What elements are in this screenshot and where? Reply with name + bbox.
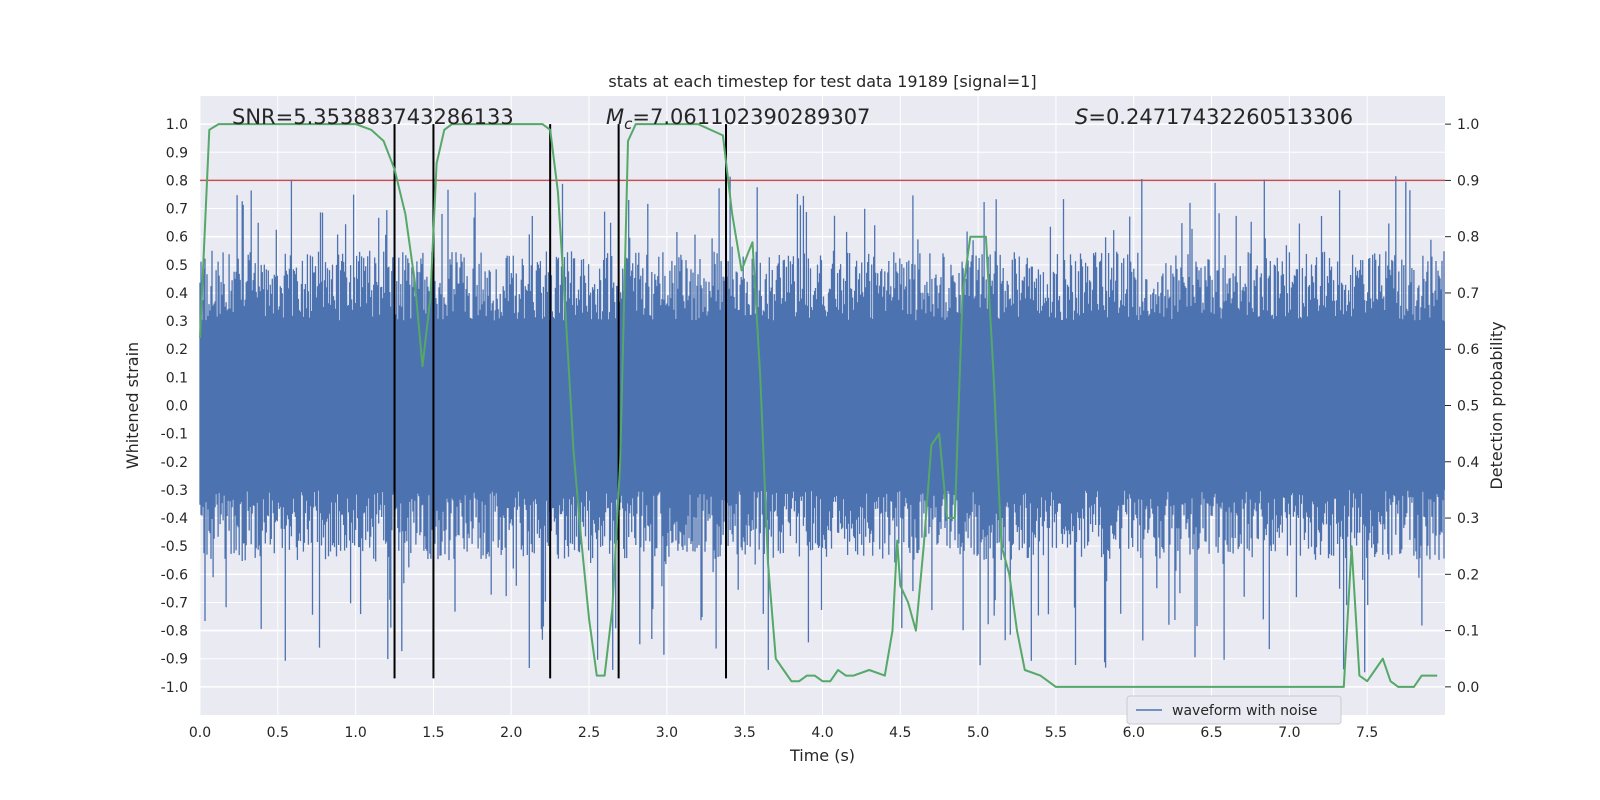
chart-title: stats at each timestep for test data 191…: [608, 72, 1036, 91]
s-symbol: S: [1075, 105, 1088, 129]
x-axis-label: Time (s): [789, 746, 855, 765]
x-tick-label: 1.5: [422, 725, 444, 741]
left-y-tick-label: -0.5: [161, 539, 188, 555]
right-y-tick-label: 0.2: [1457, 567, 1479, 583]
left-y-tick-label: 0.0: [166, 399, 188, 415]
x-tick-label: 3.5: [734, 725, 756, 741]
right-y-tick-label: 1.0: [1457, 117, 1479, 133]
waveform-series: [199, 176, 1445, 673]
snr-annotation: SNR=5.353883743286133: [232, 105, 514, 129]
mc-symbol: M: [606, 105, 624, 129]
x-tick-label: 5.5: [1045, 725, 1067, 741]
left-y-tick-label: 0.9: [166, 145, 188, 161]
right-y-tick-label: 0.0: [1457, 680, 1479, 696]
legend: waveform with noise: [1126, 695, 1342, 725]
s-value: =0.24717432260513306: [1088, 105, 1353, 129]
right-y-axis-label: Detection probability: [1487, 321, 1506, 489]
left-y-axis-ticks: 1.0 0.9 0.8 0.7 0.6 0.5 0.4 0.3 0.2 0.1 0.0 -0.1 -0.…: [161, 117, 188, 696]
x-tick-label: 7.5: [1356, 725, 1378, 741]
left-y-tick-label: 0.7: [166, 202, 188, 218]
x-tick-label: 0.5: [267, 725, 289, 741]
right-y-tick-label: 0.1: [1457, 624, 1479, 640]
left-y-tick-label: 1.0: [166, 117, 188, 133]
x-tick-label: 2.5: [578, 725, 600, 741]
s-annotation: S=0.24717432260513306: [1075, 105, 1353, 129]
left-y-tick-label: -0.9: [161, 652, 188, 668]
left-y-tick-label: 0.1: [166, 370, 188, 386]
chirp-mass-annotation: Mc=7.061102390289307: [606, 105, 870, 133]
left-y-tick-label: -0.6: [161, 567, 188, 583]
left-y-tick-label: -0.2: [161, 455, 188, 471]
left-y-tick-label: 0.3: [166, 314, 188, 330]
left-y-tick-label: 0.6: [166, 230, 188, 246]
right-y-tick-label: 0.8: [1457, 230, 1479, 246]
detection-probability-line: [199, 123, 1438, 688]
right-y-tick-label: 0.6: [1457, 342, 1479, 358]
legend-label-waveform: waveform with noise: [1172, 703, 1317, 719]
probability-series: [199, 123, 1438, 688]
x-tick-label: 0.0: [189, 725, 211, 741]
waveform-core-band: [200, 321, 1445, 490]
left-y-tick-label: 0.4: [166, 286, 188, 302]
left-y-tick-label: 0.5: [166, 258, 188, 274]
right-y-tick-label: 0.3: [1457, 511, 1479, 527]
mc-value: =7.061102390289307: [632, 105, 870, 129]
right-y-axis-ticks: 1.0 0.9 0.8 0.7 0.6 0.5 0.4 0.3 0.2 0.1 0.0: [1445, 117, 1479, 696]
x-tick-label: 6.0: [1123, 725, 1145, 741]
x-tick-label: 6.5: [1200, 725, 1222, 741]
right-y-tick-label: 0.5: [1457, 399, 1479, 415]
x-tick-label: 1.0: [344, 725, 366, 741]
right-y-tick-label: 0.7: [1457, 286, 1479, 302]
x-tick-label: 2.0: [500, 725, 522, 741]
right-y-tick-label: 0.4: [1457, 455, 1479, 471]
left-y-axis-label: Whitened strain: [123, 342, 142, 469]
left-y-tick-label: -0.3: [161, 483, 188, 499]
x-tick-label: 4.5: [889, 725, 911, 741]
legend-box: [1126, 695, 1342, 725]
x-tick-label: 3.0: [656, 725, 678, 741]
mc-subscript: c: [624, 115, 633, 133]
vertical-markers: [393, 124, 728, 679]
left-y-tick-label: 0.8: [166, 173, 188, 189]
x-axis-ticks: 0.0 0.5 1.0 1.5 2.0 2.5 3.0 3.5 4.0 4.5 5.0 5.5 6.0 6…: [189, 725, 1378, 741]
x-tick-label: 4.0: [811, 725, 833, 741]
x-tick-label: 5.0: [967, 725, 989, 741]
left-y-tick-label: -0.8: [161, 624, 188, 640]
right-y-tick-label: 0.9: [1457, 173, 1479, 189]
left-y-tick-label: -0.4: [161, 511, 188, 527]
left-y-tick-label: -0.1: [161, 427, 188, 443]
left-y-tick-label: 0.2: [166, 342, 188, 358]
x-tick-label: 7.0: [1278, 725, 1300, 741]
left-y-tick-label: -0.7: [161, 595, 188, 611]
left-y-tick-label: -1.0: [161, 680, 188, 696]
